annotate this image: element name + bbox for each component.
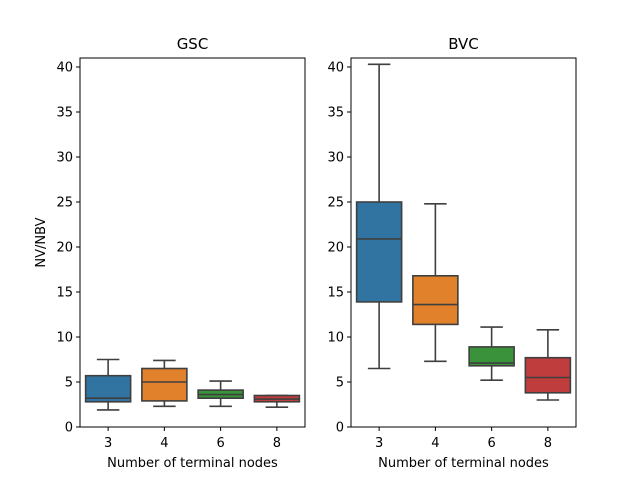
y-tick-label: 0 <box>336 421 344 436</box>
y-tick-label: 40 <box>327 61 344 76</box>
y-tick-label: 20 <box>327 241 344 256</box>
y-tick-label: 35 <box>327 106 344 121</box>
y-tick-label: 10 <box>327 331 344 346</box>
x-tick-label: 8 <box>273 436 281 451</box>
y-tick-label: 15 <box>327 286 344 301</box>
box-iqr <box>468 346 515 367</box>
y-axis-label: NV/NBV <box>34 217 49 267</box>
y-tick-label: 35 <box>56 106 73 121</box>
y-tick-label: 20 <box>56 241 73 256</box>
y-tick-label: 40 <box>56 61 73 76</box>
panel-bvc: BVC Number of terminal nodes 0 5 10 15 20 25 3… <box>327 35 577 471</box>
x-tick-label: 3 <box>375 436 383 451</box>
plot-frame <box>350 57 577 428</box>
box-iqr <box>524 356 572 394</box>
box-6 <box>468 326 515 382</box>
box-8 <box>524 328 572 401</box>
y-tick-label: 30 <box>327 151 344 166</box>
x-tick-label: 6 <box>487 436 495 451</box>
x-tick-label: 4 <box>160 436 168 451</box>
x-tick-label: 3 <box>104 436 112 451</box>
box-8 <box>253 394 301 409</box>
panel-title: BVC <box>448 35 479 53</box>
x-axis-label: Number of terminal nodes <box>107 456 278 471</box>
y-tick-label: 5 <box>336 376 344 391</box>
x-tick-label: 6 <box>216 436 224 451</box>
x-axis-label: Number of terminal nodes <box>378 456 549 471</box>
box-iqr <box>412 274 459 326</box>
y-tick-label: 10 <box>56 331 73 346</box>
x-tick-label: 8 <box>544 436 552 451</box>
box-4 <box>412 203 459 363</box>
plot-frame <box>79 57 306 428</box>
y-tick-label: 15 <box>56 286 73 301</box>
y-tick-label: 5 <box>65 376 73 391</box>
box-iqr <box>141 367 188 402</box>
box-3 <box>355 63 403 370</box>
y-tick-label: 0 <box>65 421 73 436</box>
box-3 <box>84 358 132 411</box>
box-iqr <box>355 201 403 303</box>
panel-title: GSC <box>177 35 209 53</box>
box-6 <box>197 380 244 408</box>
x-tick-label: 4 <box>431 436 439 451</box>
box-4 <box>141 359 188 408</box>
panel-gsc: GSC Number of terminal nodes NV/NBV 0 5 10… <box>34 35 306 471</box>
y-tick-label: 25 <box>327 196 344 211</box>
y-tick-label: 30 <box>56 151 73 166</box>
y-tick-label: 25 <box>56 196 73 211</box>
